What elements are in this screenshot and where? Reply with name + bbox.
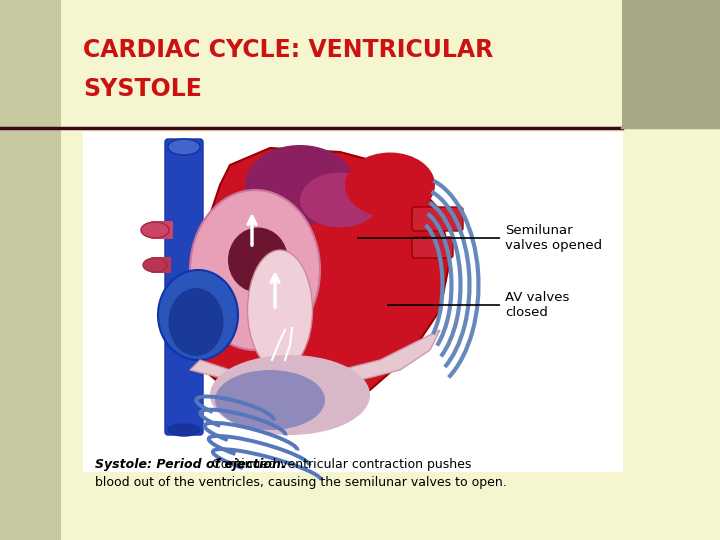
Text: Semilunar
valves opened: Semilunar valves opened bbox=[358, 224, 602, 252]
Polygon shape bbox=[192, 148, 450, 420]
Bar bbox=[0, 0, 61, 540]
Text: AV valves
closed: AV valves closed bbox=[388, 291, 570, 319]
Bar bbox=[622, 0, 720, 127]
FancyBboxPatch shape bbox=[151, 221, 173, 239]
FancyBboxPatch shape bbox=[165, 139, 203, 435]
Ellipse shape bbox=[190, 190, 320, 350]
Bar bbox=[83, 132, 623, 472]
Ellipse shape bbox=[143, 258, 167, 272]
Text: SYSTOLE: SYSTOLE bbox=[83, 77, 202, 101]
Ellipse shape bbox=[168, 424, 200, 436]
FancyBboxPatch shape bbox=[151, 257, 171, 273]
Text: Systole: Period of ejection.: Systole: Period of ejection. bbox=[95, 458, 286, 471]
Ellipse shape bbox=[215, 370, 325, 430]
Ellipse shape bbox=[300, 172, 380, 227]
Ellipse shape bbox=[248, 250, 312, 370]
Ellipse shape bbox=[345, 152, 435, 218]
Ellipse shape bbox=[210, 355, 370, 435]
Ellipse shape bbox=[228, 227, 288, 293]
Ellipse shape bbox=[141, 222, 169, 238]
Text: blood out of the ventricles, causing the semilunar valves to open.: blood out of the ventricles, causing the… bbox=[95, 476, 507, 489]
Ellipse shape bbox=[158, 270, 238, 360]
Ellipse shape bbox=[245, 145, 355, 225]
FancyBboxPatch shape bbox=[412, 237, 453, 258]
Ellipse shape bbox=[168, 288, 223, 356]
Text: Continued ventricular contraction pushes: Continued ventricular contraction pushes bbox=[208, 458, 472, 471]
FancyBboxPatch shape bbox=[412, 207, 463, 231]
Ellipse shape bbox=[168, 139, 200, 155]
Polygon shape bbox=[190, 330, 440, 390]
Text: CARDIAC CYCLE: VENTRICULAR: CARDIAC CYCLE: VENTRICULAR bbox=[83, 38, 493, 62]
